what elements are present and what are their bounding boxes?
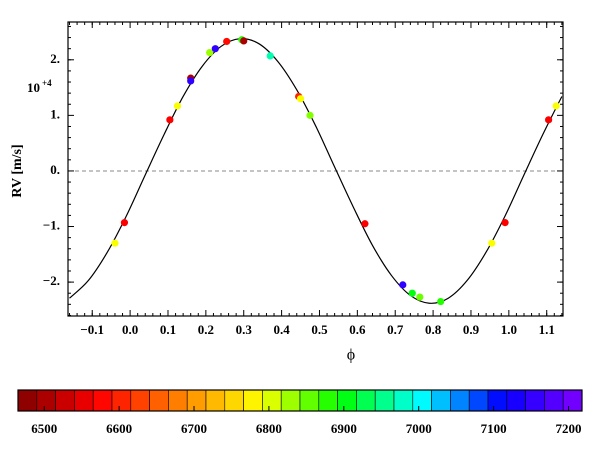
data-point [306, 111, 314, 119]
data-point [296, 95, 305, 103]
colorbar-cell [130, 389, 150, 412]
data-point [416, 293, 424, 301]
data-point [111, 239, 119, 247]
x-tick-label: 0.2 [198, 322, 214, 337]
data-point [408, 289, 416, 297]
data-point [552, 102, 560, 110]
data-point [211, 45, 219, 53]
colorbar-cell [149, 389, 169, 412]
colorbar-cell [412, 389, 432, 412]
colorbar-tick-label: 7000 [406, 421, 432, 436]
x-tick-label: 1.0 [501, 322, 517, 337]
colorbar-cell [224, 389, 244, 412]
model-curve [69, 37, 563, 304]
colorbar-cell [299, 389, 320, 412]
colorbar-cell [243, 389, 263, 412]
data-point [399, 281, 407, 289]
colorbar-cell [111, 389, 132, 412]
colorbar-cell [205, 389, 226, 412]
x-axis-label: ϕ [347, 347, 355, 364]
colorbar-cell [487, 389, 508, 412]
colorbar-cell [186, 389, 207, 412]
colorbar-tick-label: 6700 [181, 421, 207, 436]
x-tick-label: 0.6 [349, 322, 366, 337]
data-point [437, 297, 445, 306]
x-tick-label: 0.9 [463, 322, 480, 337]
x-tick-label: 1.1 [539, 322, 555, 337]
colorbar-cell [431, 389, 451, 412]
x-tick-label: 0.0 [122, 322, 138, 337]
colorbar-cell [280, 389, 301, 412]
x-tick-label: 0.3 [236, 322, 253, 337]
x-tick-label: 0.5 [311, 322, 328, 337]
colorbar-cell [74, 389, 94, 412]
data-point [240, 37, 248, 45]
y-axis-label: RV [m/s] [10, 144, 25, 197]
y-tick-label: 1. [50, 106, 60, 121]
data-point [361, 220, 369, 228]
colorbar-cell [374, 389, 395, 412]
colorbar-cell [92, 389, 113, 412]
colorbar-tick-label: 7100 [481, 421, 507, 436]
colorbar-cell [393, 389, 414, 412]
colorbar-cell [544, 389, 564, 412]
x-tick-label: 0.4 [273, 322, 290, 337]
colorbar-tick-label: 6800 [256, 421, 282, 436]
x-tick-label: 0.1 [160, 322, 176, 337]
colorbar-cell [36, 389, 56, 412]
data-point [501, 219, 509, 227]
colorbar-cell [55, 389, 75, 412]
colorbar-cell [468, 389, 489, 412]
colorbar-tick-label: 7200 [556, 421, 582, 436]
data-point [166, 116, 174, 124]
colorbar-cell [506, 389, 526, 412]
data-point [173, 102, 182, 110]
y-multiplier-exponent: +4 [42, 78, 52, 88]
colorbar-tick-label: 6600 [106, 421, 132, 436]
colorbar-tick-label: 6900 [331, 421, 357, 436]
colorbar-cell [356, 389, 376, 412]
x-tick-label: 0.7 [387, 322, 404, 337]
plot-frame [67, 21, 564, 317]
colorbar-cell [562, 389, 583, 412]
y-tick-label: −2. [43, 273, 60, 288]
data-point [206, 48, 214, 57]
y-tick-label: −1. [43, 218, 60, 233]
colorbar-cell [337, 389, 357, 412]
x-tick-label: −0.1 [80, 322, 104, 337]
y-multiplier-base: 10 [27, 80, 40, 95]
y-tick-label: 2. [50, 51, 60, 66]
data-point [120, 219, 129, 227]
data-point [545, 116, 553, 124]
y-tick-label: 0. [50, 162, 60, 177]
colorbar-cell [168, 389, 188, 412]
colorbar-cell [318, 389, 338, 412]
colorbar-cell [262, 389, 282, 412]
colorbar-frame [17, 389, 583, 412]
colorbar-cell [525, 389, 545, 412]
colorbar-cell [17, 389, 38, 412]
data-point [266, 52, 274, 60]
x-tick-label: 0.8 [425, 322, 442, 337]
data-point [187, 77, 195, 85]
data-point [488, 239, 496, 247]
colorbar-tick-label: 6500 [31, 421, 57, 436]
colorbar-cell [450, 389, 470, 412]
data-point [223, 37, 231, 46]
